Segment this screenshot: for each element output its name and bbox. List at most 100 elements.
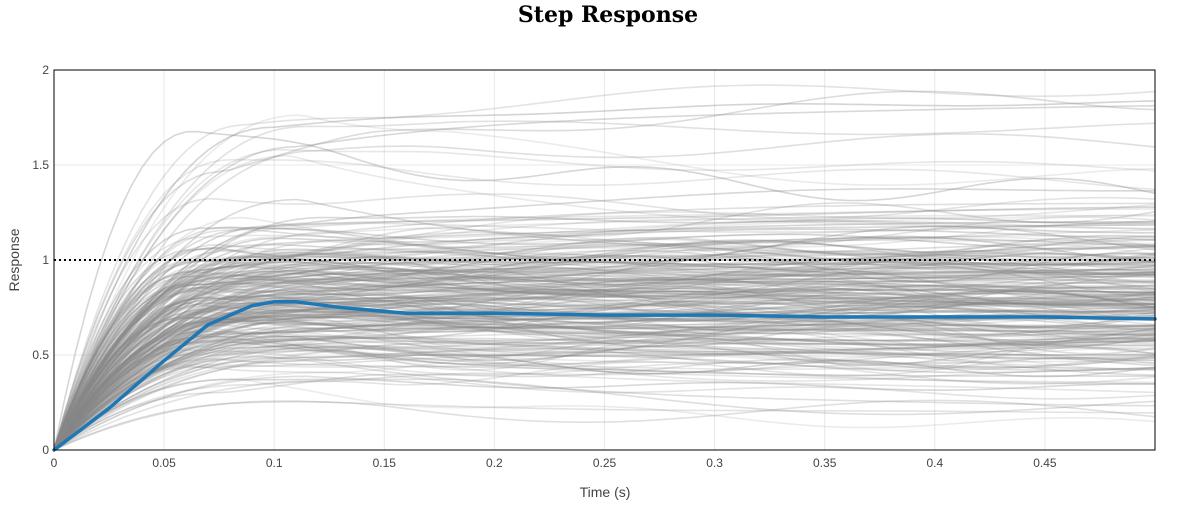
- sample-response-line: [53, 309, 1156, 451]
- sample-response-line: [53, 297, 1156, 451]
- sample-response-line: [53, 249, 1156, 451]
- sample-response-line: [53, 220, 1156, 451]
- sample-response-line: [53, 241, 1156, 451]
- sample-response-line: [53, 294, 1156, 451]
- sample-response-line: [53, 220, 1156, 451]
- sample-response-line: [53, 271, 1155, 451]
- sample-response-line: [53, 357, 1156, 451]
- sample-response-line: [53, 247, 1156, 451]
- sample-response-line: [53, 229, 1156, 451]
- sample-response-line: [53, 257, 1156, 451]
- sample-response-line: [53, 313, 1156, 451]
- sample-response-line: [53, 282, 1156, 451]
- sample-response-line: [53, 322, 1156, 451]
- sample-response-line: [53, 321, 1155, 451]
- sample-response-line: [53, 330, 1156, 451]
- sample-response-line: [53, 290, 1156, 451]
- sample-response-line: [53, 202, 1156, 451]
- sample-response-line: [53, 249, 1156, 451]
- sample-response-line: [53, 346, 1156, 451]
- sample-response-line: [53, 261, 1156, 451]
- sample-response-line: [53, 399, 1156, 451]
- x-tick-label: 0.3: [706, 456, 723, 470]
- sample-response-line: [53, 243, 1156, 451]
- sample-response-line: [53, 317, 1156, 451]
- sample-response-line: [53, 216, 1156, 451]
- sample-response-line: [53, 270, 1155, 451]
- y-tick-label: 1: [42, 253, 49, 267]
- x-tick-label: 0.15: [373, 456, 397, 470]
- sample-response-line: [53, 337, 1156, 451]
- sample-response-line: [53, 258, 1156, 451]
- sample-response-line: [53, 271, 1156, 451]
- sample-response-line: [53, 255, 1156, 451]
- sample-response-line: [53, 252, 1156, 451]
- sample-response-line: [53, 239, 1156, 451]
- sample-response-line: [53, 267, 1156, 451]
- chart-title: Step Response: [517, 2, 699, 28]
- sample-response-line: [53, 318, 1156, 451]
- sample-response-line: [53, 345, 1156, 451]
- sample-response-line: [53, 120, 1156, 451]
- sample-response-line: [53, 214, 1156, 451]
- sample-response-line: [53, 378, 1156, 451]
- sample-response-line: [53, 279, 1156, 451]
- sample-response-line: [53, 258, 1156, 451]
- sample-response-line: [53, 213, 1156, 451]
- sample-response-line: [53, 332, 1156, 451]
- sample-response-line: [53, 365, 1156, 451]
- sample-response-line: [53, 228, 1156, 451]
- x-axis-label: Time (s): [580, 484, 631, 500]
- sample-response-line: [53, 247, 1156, 451]
- sample-response-line: [53, 335, 1156, 451]
- sample-response-line: [53, 327, 1156, 451]
- sample-response-line: [53, 243, 1156, 451]
- sample-response-line: [53, 359, 1155, 451]
- sample-response-line: [53, 324, 1156, 451]
- sample-response-line: [53, 261, 1156, 451]
- sample-response-line: [53, 309, 1156, 451]
- sample-response-line: [53, 245, 1156, 451]
- sample-response-line: [53, 339, 1156, 451]
- sample-response-line: [53, 354, 1156, 451]
- sample-response-line: [53, 239, 1156, 451]
- y-tick-label: 2: [42, 63, 49, 77]
- x-tick-label: 0.2: [486, 456, 503, 470]
- y-axis-label: Response: [6, 228, 22, 291]
- sample-response-line: [53, 323, 1156, 451]
- x-tick-label: 0.4: [926, 456, 943, 470]
- sample-response-line: [53, 237, 1156, 451]
- y-tick-label: 1.5: [32, 158, 49, 172]
- sample-response-line: [53, 188, 1155, 451]
- sample-response-line: [53, 292, 1156, 451]
- sample-response-line: [53, 154, 1156, 451]
- sample-response-line: [53, 216, 1156, 451]
- sample-response-line: [53, 289, 1156, 451]
- sample-response-line: [53, 265, 1156, 451]
- sample-response-line: [53, 278, 1156, 451]
- sample-response-line: [53, 237, 1156, 451]
- sample-response-line: [53, 337, 1156, 451]
- sample-response-line: [53, 310, 1156, 451]
- sample-response-line: [53, 84, 1156, 451]
- sample-response-line: [53, 284, 1155, 451]
- sample-response-line: [53, 278, 1156, 451]
- x-tick-label: 0.05: [152, 456, 176, 470]
- sample-response-line: [53, 357, 1156, 451]
- sample-response-line: [53, 363, 1156, 451]
- sample-response-line: [53, 252, 1156, 451]
- sample-response-line: [53, 278, 1156, 451]
- sample-response-line: [53, 400, 1156, 451]
- sample-response-line: [53, 320, 1156, 451]
- sample-response-line: [53, 329, 1156, 451]
- sample-response-line: [53, 228, 1156, 451]
- sample-response-line: [53, 340, 1156, 451]
- sample-response-line: [53, 208, 1155, 451]
- sample-response-line: [53, 375, 1156, 451]
- sample-response-line: [53, 251, 1156, 451]
- sample-response-line: [53, 378, 1156, 451]
- sample-response-line: [53, 288, 1156, 451]
- sample-response-line: [53, 206, 1155, 451]
- plot-frame: [53, 69, 1156, 451]
- sample-response-line: [53, 215, 1156, 451]
